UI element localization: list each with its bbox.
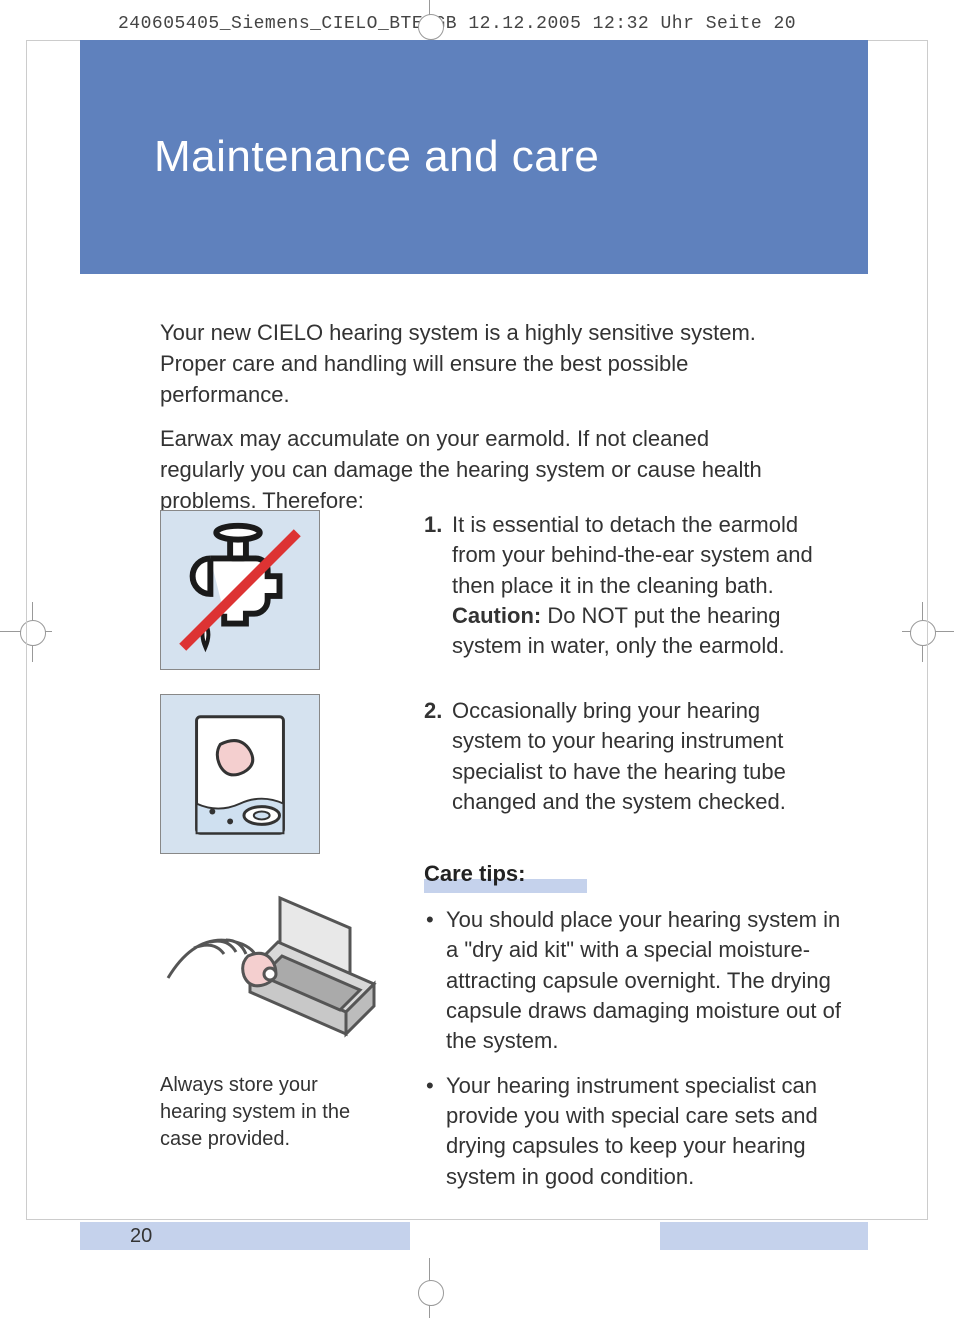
no-water-tap-icon [160,510,320,670]
illustration-column: Always store your hearing system in the … [160,510,360,1153]
step-1: 1. It is essential to detach the earmold… [424,510,824,662]
intro-text: Your new CIELO hearing system is a highl… [160,318,790,531]
step-body: Occasionally bring your hearing system t… [452,696,824,817]
care-tips-heading: Care tips: [424,870,587,893]
step-2: 2. Occasionally bring your hearing syste… [424,696,824,817]
footer-segment-gap [410,1222,660,1250]
care-tips-section: Care tips: You should place your hearing… [424,868,852,1206]
crop-mark-bottom [418,1258,442,1318]
storage-case-icon [160,878,390,1048]
title-block: Maintenance and care [80,40,868,274]
step-body: It is essential to detach the earmold fr… [452,510,824,662]
step-number: 2. [424,696,452,817]
page-number: 20 [130,1225,152,1248]
footer-segment-left: 20 [80,1222,410,1250]
intro-para-1: Your new CIELO hearing system is a highl… [160,318,790,410]
crop-mark-top [418,0,442,38]
care-tip-item: Your hearing instrument specialist can p… [424,1071,852,1192]
intro-para-2: Earwax may accumulate on your earmold. I… [160,424,790,516]
steps-column: 1. It is essential to detach the earmold… [424,510,824,851]
footer-segment-right [660,1222,868,1250]
step-text-before: Occasionally bring your hearing system t… [452,698,786,814]
step-text-before: It is essential to detach the earmold fr… [452,512,813,598]
illustration-caption: Always store your hearing system in the … [160,1072,370,1153]
page-title: Maintenance and care [154,132,868,182]
step-number: 1. [424,510,452,662]
footer-bar: 20 [80,1222,868,1250]
cleaning-bath-icon [160,694,320,854]
caution-label: Caution: [452,603,541,628]
print-header: 240605405_Siemens_CIELO_BTE_GB 12.12.200… [118,14,796,34]
care-tip-item: You should place your hearing system in … [424,905,852,1057]
